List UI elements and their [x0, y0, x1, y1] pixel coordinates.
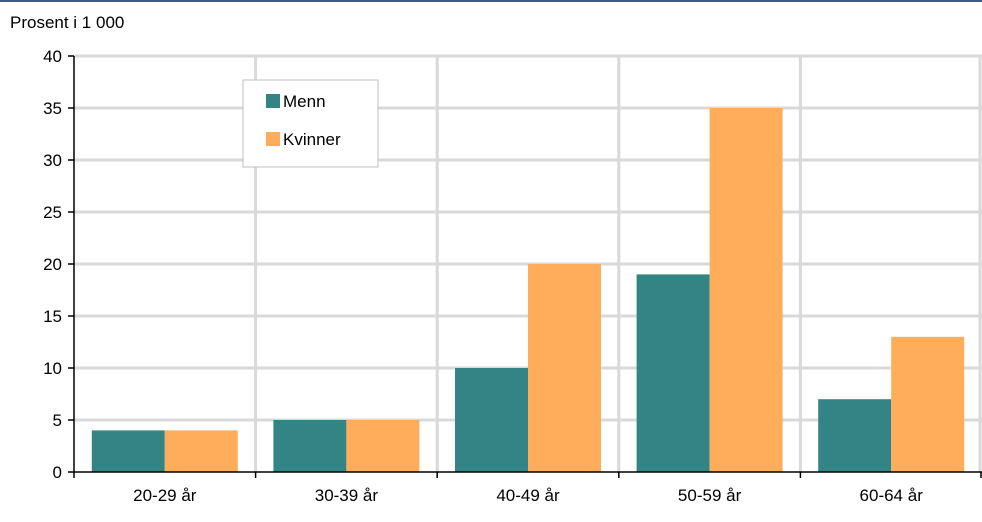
y-tick-label-4: 20	[43, 255, 62, 274]
bar-kvinner-0	[164, 430, 238, 472]
y-tick-label-6: 30	[43, 151, 62, 170]
legend-swatch-kvinner	[266, 132, 280, 146]
y-tick-label-8: 40	[43, 47, 62, 66]
y-tick-label-2: 10	[43, 359, 62, 378]
bar-kvinner-2	[528, 264, 601, 472]
bar-kvinner-4	[891, 336, 965, 472]
y-tick-label-0: 0	[53, 463, 62, 482]
x-tick-label-2: 40-49 år	[496, 486, 560, 505]
bar-menn-3	[636, 274, 710, 472]
legend-box	[242, 79, 379, 168]
legend-label-menn: Menn	[283, 92, 326, 111]
top-rule	[0, 0, 982, 2]
bar-kvinner-3	[709, 108, 783, 472]
x-tick-label-3: 50-59 år	[678, 486, 742, 505]
y-tick-label-7: 35	[43, 99, 62, 118]
x-tick-label-4: 60-64 år	[860, 486, 924, 505]
x-tick-label-0: 20-29 år	[133, 486, 197, 505]
bar-menn-4	[818, 399, 892, 472]
bar-menn-2	[455, 368, 528, 472]
y-tick-label-5: 25	[43, 203, 62, 222]
bar-menn-1	[273, 420, 347, 472]
legend-swatch-menn	[266, 94, 280, 108]
legend-label-kvinner: Kvinner	[283, 130, 341, 149]
y-tick-label-1: 5	[53, 411, 62, 430]
y-tick-label-3: 15	[43, 307, 62, 326]
bar-kvinner-1	[346, 420, 420, 472]
x-tick-label-1: 30-39 år	[315, 486, 379, 505]
bar-menn-0	[91, 430, 165, 472]
y-axis-label: Prosent i 1 000	[10, 13, 125, 32]
